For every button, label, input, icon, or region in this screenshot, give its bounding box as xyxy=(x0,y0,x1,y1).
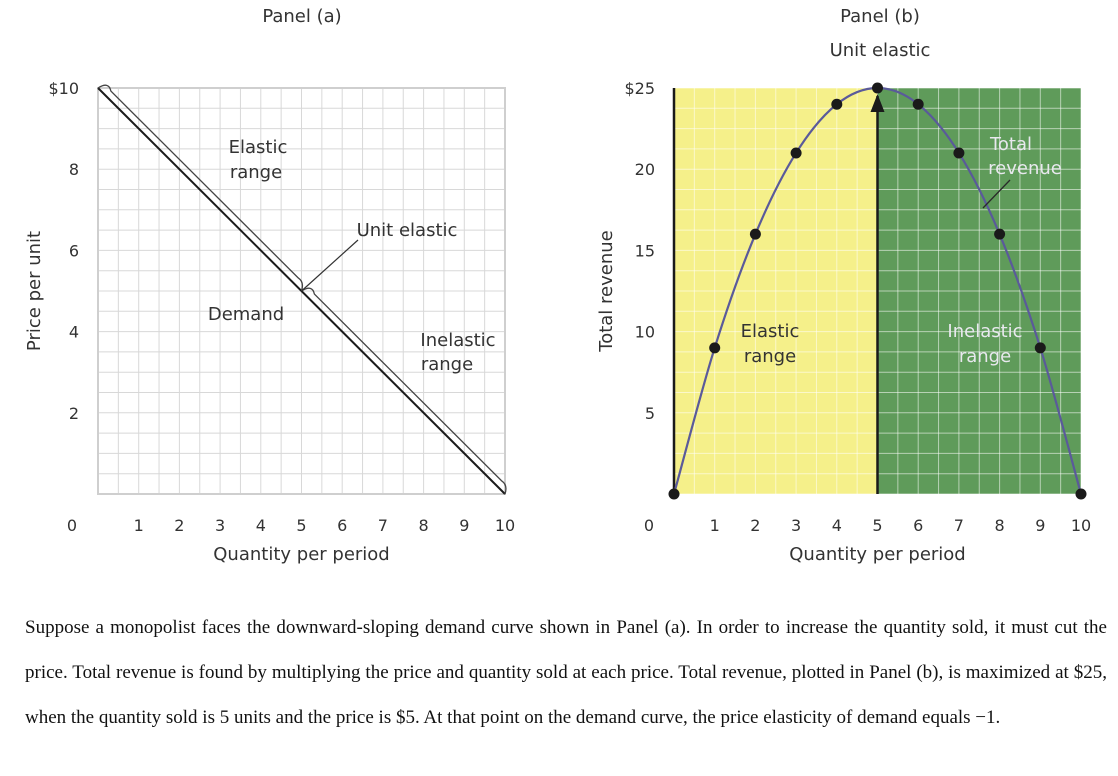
figure-caption: Suppose a monopolist faces the downward-… xyxy=(25,617,1107,728)
x-tick-label: 7 xyxy=(954,516,964,535)
demand-label: Demand xyxy=(208,304,284,325)
unit-elastic-pointer xyxy=(301,239,359,292)
x-tick-label: 9 xyxy=(459,516,469,535)
data-point xyxy=(749,228,761,240)
y-tick-label: 5 xyxy=(645,404,655,423)
x-tick-label: 2 xyxy=(750,516,760,535)
x-tick-label: 5 xyxy=(872,516,882,535)
x-axis-title: Quantity per period xyxy=(213,544,389,565)
data-point xyxy=(1034,342,1046,354)
elastic-range-label: range xyxy=(744,346,796,367)
x-tick-label: 10 xyxy=(1071,516,1091,535)
y-tick-label: 4 xyxy=(69,323,79,342)
y-axis-title: Total revenue xyxy=(596,230,617,352)
y-axis-title: Price per unit xyxy=(24,231,45,351)
data-point xyxy=(1075,488,1087,500)
x-tick-label: 1 xyxy=(134,516,144,535)
x-tick-label: 2 xyxy=(174,516,184,535)
x-tick-label: 5 xyxy=(296,516,306,535)
range-bracket xyxy=(301,287,507,495)
x-tick-label: 9 xyxy=(1035,516,1045,535)
x-tick-label: 7 xyxy=(378,516,388,535)
y-tick-label: 20 xyxy=(635,160,655,179)
y-tick-label: 8 xyxy=(69,160,79,179)
panel-title: Panel (a) xyxy=(262,6,341,27)
x-tick-label: 4 xyxy=(832,516,842,535)
panel-title: Panel (b) xyxy=(840,6,920,27)
figure: Elastic range Unit elastic Demand Inelastic r… xyxy=(24,6,1091,565)
data-point xyxy=(668,488,680,500)
x-tick-label: 8 xyxy=(419,516,429,535)
x-tick-label: 3 xyxy=(791,516,801,535)
data-point xyxy=(872,82,883,94)
x-origin-label: 0 xyxy=(67,516,77,535)
data-point xyxy=(709,342,721,354)
y-tick-label: 2 xyxy=(69,404,79,423)
inelastic-range-label: range xyxy=(959,346,1011,367)
x-tick-label: 6 xyxy=(913,516,923,535)
y-tick-label: 6 xyxy=(69,241,79,260)
data-point xyxy=(994,228,1006,240)
data-point xyxy=(790,147,802,159)
y-tick-label: $10 xyxy=(48,79,79,98)
x-origin-label: 0 xyxy=(644,516,654,535)
x-tick-label: 6 xyxy=(337,516,347,535)
x-tick-label: 1 xyxy=(710,516,720,535)
plot-frame xyxy=(97,87,506,495)
total-revenue-label: revenue xyxy=(988,158,1062,179)
elastic-range-label: Elastic xyxy=(229,137,288,158)
elastic-range-label: Elastic xyxy=(741,321,800,342)
elastic-range-label: range xyxy=(230,162,282,183)
inelastic-range-label: Inelastic xyxy=(947,321,1022,342)
panel-b: Elastic range Inelastic range Total revenue 1 2… xyxy=(596,6,1091,565)
data-point xyxy=(831,98,843,110)
y-tick-label: 15 xyxy=(635,241,655,260)
unit-elastic-label: Unit elastic xyxy=(357,220,458,241)
data-point xyxy=(912,98,924,110)
inelastic-range-label: range xyxy=(421,354,473,375)
inelastic-range-label: Inelastic xyxy=(420,330,495,351)
panel-a: Elastic range Unit elastic Demand Inelastic r… xyxy=(24,6,515,565)
y-tick-label: 10 xyxy=(635,323,655,342)
x-tick-label: 3 xyxy=(215,516,225,535)
panel-subtitle: Unit elastic xyxy=(830,40,931,61)
x-axis-title: Quantity per period xyxy=(789,544,965,565)
total-revenue-label: Total xyxy=(989,134,1032,155)
x-tick-label: 4 xyxy=(256,516,266,535)
range-bracket xyxy=(97,84,304,292)
y-tick-label: $25 xyxy=(624,79,655,98)
x-tick-label: 10 xyxy=(495,516,515,535)
data-point xyxy=(953,147,965,159)
unit-elastic-arrow xyxy=(870,94,885,112)
total-revenue-pointer xyxy=(982,179,1011,209)
x-tick-label: 8 xyxy=(995,516,1005,535)
